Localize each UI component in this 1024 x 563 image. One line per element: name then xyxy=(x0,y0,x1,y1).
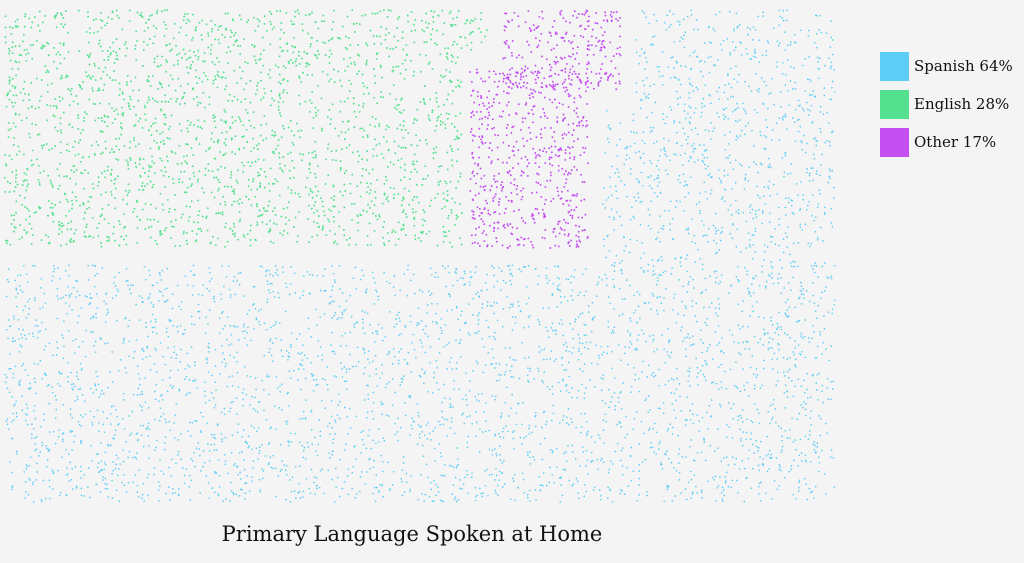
legend-item-other: Other 17% xyxy=(880,126,1013,158)
legend: Spanish 64% English 28% Other 17% xyxy=(880,50,1013,164)
dots-english xyxy=(4,9,488,248)
legend-swatch-other xyxy=(880,127,909,157)
legend-item-spanish: Spanish 64% xyxy=(880,50,1013,82)
legend-label-english: English 28% xyxy=(914,95,1010,113)
legend-label-spanish: Spanish 64% xyxy=(914,57,1013,75)
dot-region-english xyxy=(4,9,488,248)
chart-title: Primary Language Spoken at Home xyxy=(221,522,603,546)
dot-density-chart xyxy=(4,9,836,503)
legend-swatch-english xyxy=(880,89,909,119)
dots-other xyxy=(469,9,622,249)
legend-label-other: Other 17% xyxy=(914,133,997,151)
legend-item-english: English 28% xyxy=(880,88,1013,120)
chart-canvas xyxy=(4,9,836,503)
dots-spanish xyxy=(4,9,836,503)
dot-region-other xyxy=(469,9,622,249)
dot-region-spanish xyxy=(4,9,836,503)
legend-swatch-spanish xyxy=(880,51,909,81)
